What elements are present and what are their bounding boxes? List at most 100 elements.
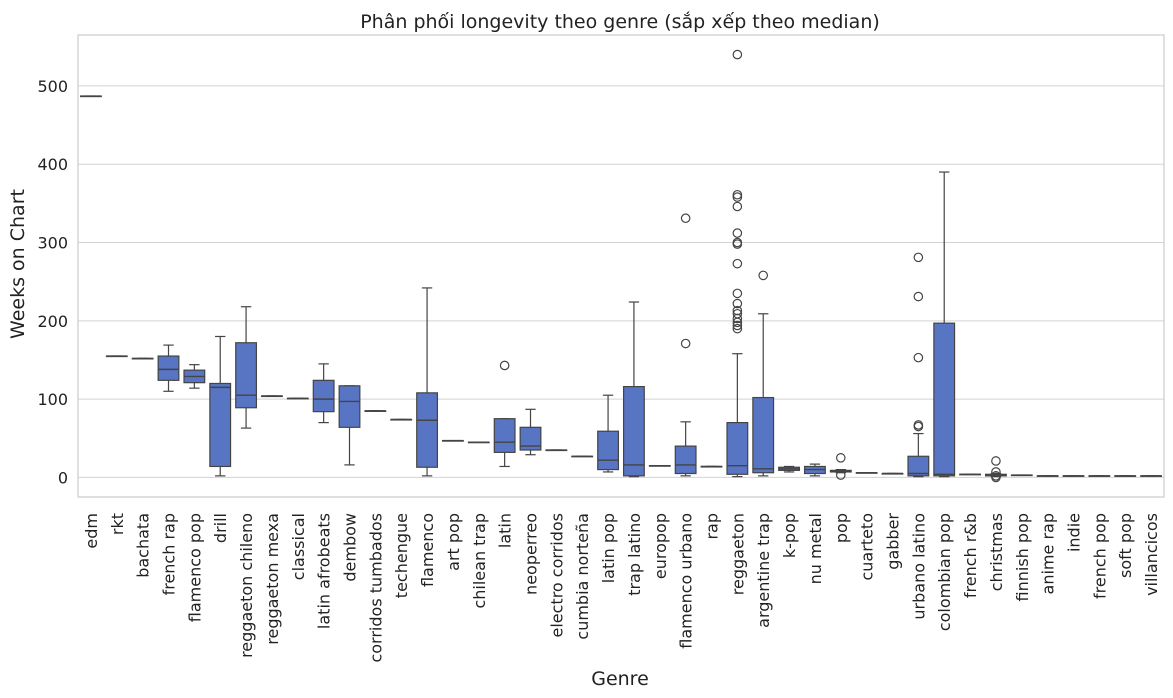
box-cumbia-norte-a	[571, 455, 594, 458]
iqr-box	[235, 342, 258, 409]
box-nu-metal	[803, 463, 826, 477]
y-tick-label: 500	[37, 77, 68, 96]
outlier-point	[913, 252, 924, 263]
outlier-point	[991, 471, 1001, 481]
x-tick-label: french pop	[1090, 513, 1109, 599]
x-tick-label: classical	[289, 513, 308, 580]
box-christmas	[984, 456, 1007, 483]
outlier-point	[499, 360, 510, 371]
box-flamenco-urbano	[674, 213, 697, 477]
box-art-pop	[441, 439, 464, 442]
iqr-box	[726, 422, 749, 475]
box-cuarteto	[855, 472, 878, 474]
x-tick-label: k-pop	[780, 513, 799, 558]
box-edm	[79, 95, 102, 98]
x-tick-label: latin pop	[599, 513, 618, 583]
x-tick-label: flamenco pop	[185, 513, 204, 622]
box-reggaeton-chileno	[235, 306, 258, 429]
outlier-point	[732, 305, 743, 316]
box-bachata	[131, 357, 154, 360]
box-french-pop	[1088, 475, 1111, 477]
outlier-point	[991, 467, 1001, 477]
x-tick-label: gabber	[884, 513, 903, 570]
x-tick-label: europop	[651, 513, 670, 579]
box-flamenco-pop	[183, 364, 206, 389]
box-dembow	[338, 385, 361, 466]
outlier-point	[732, 258, 743, 269]
outlier-point	[732, 237, 743, 248]
x-tick-label: trap latino	[625, 513, 644, 596]
x-tick-label: latin	[496, 513, 515, 548]
outlier-point	[732, 298, 743, 309]
x-tick-label: chilean trap	[470, 513, 489, 609]
x-tick-label: soft pop	[1116, 513, 1135, 578]
box-latin-afrobeats	[312, 363, 335, 424]
grid-lines	[78, 85, 1164, 478]
x-tick-label: french r&b	[961, 513, 980, 598]
iqr-box	[597, 430, 620, 471]
x-tick-label: flamenco	[418, 513, 437, 587]
iqr-box	[674, 445, 697, 475]
iqr-box	[933, 322, 956, 477]
iqr-box	[157, 355, 180, 381]
x-tick-label: cuarteto	[858, 513, 877, 581]
outlier-point	[732, 228, 743, 238]
x-tick-label: rkt	[108, 513, 127, 535]
iqr-box	[519, 426, 542, 451]
iqr-box	[493, 418, 516, 453]
outlier-point	[913, 420, 924, 430]
boxes	[79, 49, 1163, 483]
x-tick-label: indie	[1065, 513, 1084, 552]
box-anime-rap	[1036, 475, 1059, 477]
x-axis-label: Genre	[591, 668, 649, 690]
x-tick-label: art pop	[444, 513, 463, 571]
x-tick-label: corridos tumbados	[366, 513, 385, 663]
x-tick-label: christmas	[987, 513, 1006, 591]
iqr-box	[416, 392, 439, 468]
x-tick-label: urbano latino	[909, 513, 928, 620]
x-tick-label: neoperreo	[522, 513, 541, 595]
y-tick-label: 0	[58, 468, 68, 487]
x-tick-label: reggaeton	[728, 513, 747, 595]
x-tick-label: techengue	[392, 513, 411, 598]
x-tick-label: villancicos	[1142, 513, 1161, 596]
box-pop	[829, 453, 852, 480]
box-argentine-trap	[752, 270, 775, 477]
box-french-r-b	[959, 473, 982, 476]
x-tick-label: flamenco urbano	[677, 513, 696, 649]
box-classical	[286, 397, 309, 400]
outlier-point	[680, 338, 691, 349]
x-tick-label: drill	[211, 513, 230, 543]
box-finnish-pop	[1010, 474, 1033, 477]
box-rap	[700, 465, 723, 468]
x-tick-label: reggaeton chileno	[237, 513, 256, 658]
x-tick-label: french rap	[160, 513, 179, 595]
box-reggaeton-mexa	[260, 395, 283, 398]
outlier-point	[732, 320, 743, 331]
outlier-point	[913, 291, 924, 302]
box-urbano-latino	[907, 252, 930, 478]
outlier-point	[732, 49, 743, 60]
x-tick-label: rap	[703, 513, 722, 540]
plot-frame	[77, 34, 1165, 498]
box-europop	[648, 464, 671, 467]
x-tick-label: pop	[832, 513, 851, 543]
outlier-point	[732, 308, 743, 319]
iqr-box	[622, 385, 645, 477]
outlier-point	[732, 201, 743, 212]
box-colombian-pop	[933, 171, 956, 478]
box-chilean-trap	[467, 441, 490, 444]
box-french-rap	[157, 344, 180, 392]
chart-title: Phân phối longevity theo genre (sắp xếp …	[360, 10, 880, 33]
box-drill	[209, 335, 232, 477]
outlier-point	[835, 453, 846, 463]
box-reggaeton	[726, 49, 749, 478]
iqr-box	[312, 379, 335, 413]
iqr-box	[338, 385, 361, 428]
outlier-point	[758, 270, 769, 281]
y-tick-label: 300	[37, 234, 68, 253]
x-tick-label: cumbia norteña	[573, 513, 592, 640]
outlier-point	[991, 456, 1001, 466]
box-techengue	[390, 418, 413, 421]
